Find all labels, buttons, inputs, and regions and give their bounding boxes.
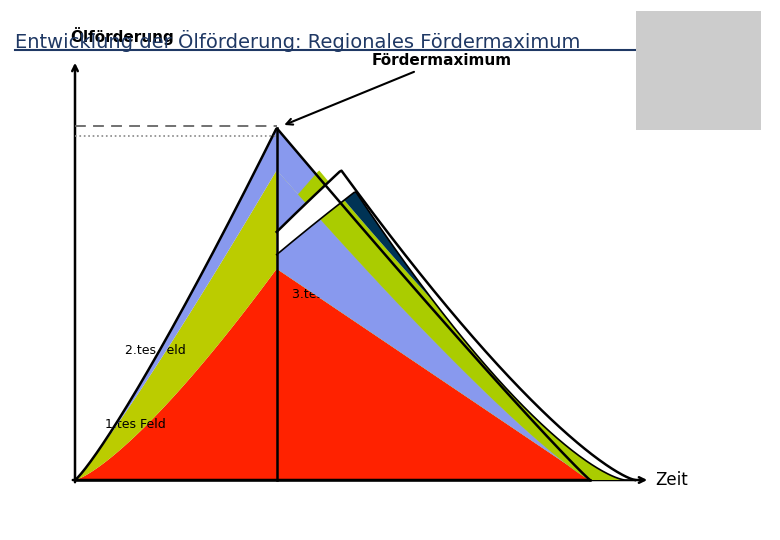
Polygon shape: [277, 171, 635, 480]
Text: 3.tes Feld: 3.tes Feld: [292, 288, 353, 301]
Polygon shape: [75, 269, 590, 480]
Circle shape: [668, 23, 698, 51]
Text: Fördermaximum: Fördermaximum: [286, 53, 512, 125]
Polygon shape: [75, 129, 590, 480]
Text: 1.tes Feld: 1.tes Feld: [105, 418, 165, 431]
Polygon shape: [75, 171, 590, 480]
Polygon shape: [277, 171, 635, 480]
Text: systemtechnik: systemtechnik: [665, 118, 731, 127]
Polygon shape: [277, 170, 630, 480]
Text: Ölförderung: Ölförderung: [70, 27, 174, 45]
Text: Zeit: Zeit: [655, 471, 688, 489]
Circle shape: [652, 9, 732, 84]
Text: 2.tes Feld: 2.tes Feld: [125, 343, 186, 356]
Text: Entwicklung der Ölförderung: Regionales Fördermaximum: Entwicklung der Ölförderung: Regionales …: [15, 30, 580, 52]
Text: ludwig bölkow: ludwig bölkow: [666, 104, 730, 113]
Polygon shape: [277, 170, 630, 480]
Text: b: b: [718, 42, 733, 63]
